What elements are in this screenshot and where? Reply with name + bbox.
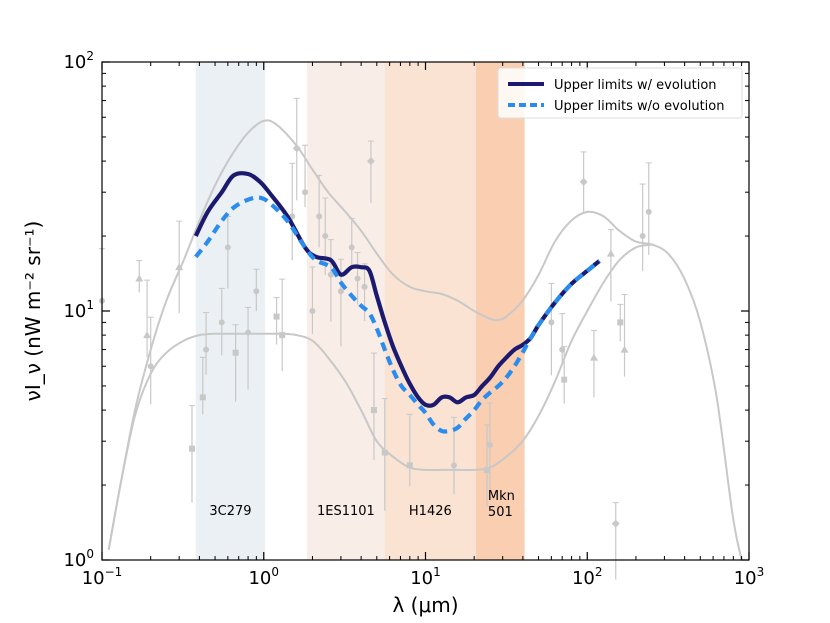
- band-label-mkn-501: Mkn: [488, 489, 515, 504]
- measurement-point: [289, 162, 296, 261]
- measurement-point: [175, 220, 184, 314]
- model-envelope-layer: [107, 119, 743, 560]
- measurement-point: [224, 215, 231, 289]
- measurement-point: [639, 183, 646, 272]
- measurement-point: [406, 413, 413, 487]
- y-tick-label: 102: [63, 49, 94, 73]
- measurement-point: [279, 278, 286, 372]
- band-1es1101: [306, 62, 385, 560]
- measurement-point: [348, 217, 355, 266]
- band-3c279: [195, 62, 266, 560]
- measurement-point: [548, 282, 555, 376]
- measurement-point: [147, 316, 154, 405]
- series-upper-limits-w-evolution: [193, 171, 601, 408]
- measurement-point: [327, 239, 334, 322]
- x-tick-label: 103: [734, 565, 765, 589]
- measurement-point: [253, 268, 260, 312]
- legend-label: Upper limits w/ evolution: [554, 78, 717, 93]
- legend-box: [497, 67, 743, 119]
- measurement-point: [617, 303, 624, 342]
- band-mkn-501: [475, 62, 525, 560]
- series-ebl-model-upper-envelope: [107, 119, 743, 560]
- y-tick-label: 101: [63, 298, 94, 322]
- measurement-point: [232, 324, 239, 402]
- x-tick-label: 100: [248, 565, 279, 589]
- measurement-point: [188, 405, 195, 503]
- band-label-3c279: 3C279: [209, 504, 251, 519]
- measurement-point: [606, 229, 615, 302]
- measurement-point: [199, 356, 206, 415]
- band-layer: [195, 62, 525, 560]
- legend: Upper limits w/ evolution Upper limits w/…: [497, 67, 743, 119]
- measurement-point: [143, 279, 152, 358]
- measurement-layer: [99, 97, 652, 580]
- measurement-point: [218, 287, 225, 356]
- measurement-point: [366, 140, 375, 204]
- x-tick-label: 102: [572, 565, 603, 589]
- band-label-mkn-501: 501: [488, 505, 513, 520]
- measurement-point: [483, 424, 490, 507]
- y-axis-label: νI_ν (nW m⁻² sr⁻¹): [21, 221, 45, 402]
- measurement-point: [302, 144, 309, 208]
- measurement-point: [579, 151, 588, 214]
- measurement-point: [370, 352, 377, 461]
- measurement-point: [361, 263, 368, 321]
- band-label-h1426: H1426: [409, 504, 452, 519]
- measurement-point: [381, 398, 388, 511]
- band-label-1es1101: 1ES1101: [317, 504, 375, 519]
- band-h1426: [384, 62, 476, 560]
- measurement-point: [620, 294, 629, 377]
- measurement-point: [589, 330, 598, 398]
- measurement-point: [309, 266, 316, 334]
- x-tick-label: 10−1: [82, 565, 123, 589]
- upper-limit-series-layer: [193, 171, 601, 434]
- x-tick-label: 101: [410, 565, 441, 589]
- measurement-point: [611, 502, 620, 580]
- measurement-point: [273, 297, 280, 345]
- measurement-point: [292, 97, 301, 201]
- measurement-point: [486, 402, 493, 490]
- legend-label: Upper limits w/o evolution: [554, 99, 725, 114]
- measurement-point: [135, 260, 144, 293]
- measurement-point: [354, 252, 361, 305]
- measurement-point: [316, 174, 323, 248]
- measurement-point: [203, 312, 210, 375]
- measurement-point: [645, 162, 652, 255]
- series-upper-limits-w-o-evolution: [194, 195, 601, 434]
- x-axis-label: λ (μm): [392, 593, 458, 617]
- series-ebl-model-lower-envelope: [107, 243, 653, 550]
